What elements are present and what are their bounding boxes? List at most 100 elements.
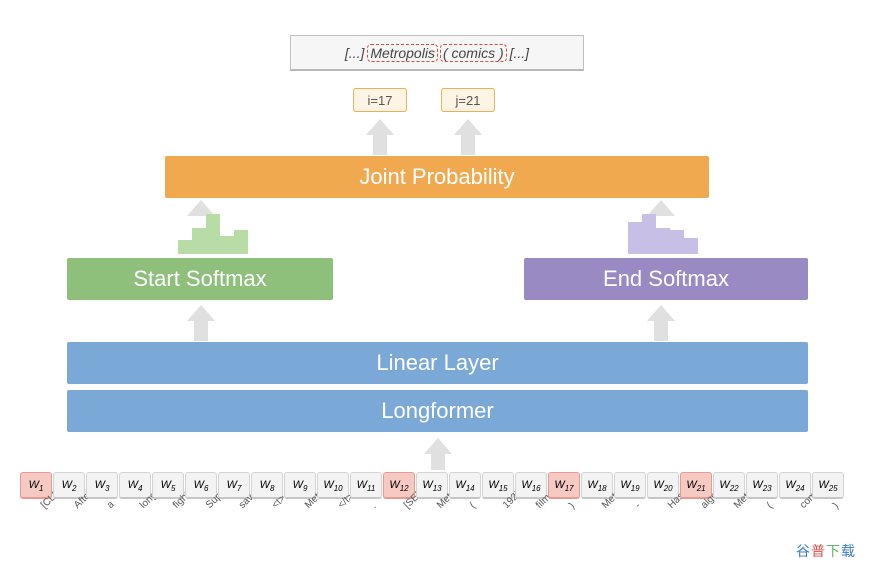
- token-box: W24comics: [779, 472, 811, 499]
- token-box: W14(: [449, 472, 481, 499]
- start-distribution-icon: [178, 210, 248, 254]
- histogram-bar: [642, 214, 656, 254]
- token-box: W6Superman: [185, 472, 217, 499]
- token-index: 24: [796, 484, 805, 493]
- token-box: W13Metropolis: [416, 472, 448, 499]
- token-symbol: W: [719, 479, 729, 491]
- watermark-text: 谷普下载: [796, 541, 856, 561]
- token-symbol: W: [422, 479, 432, 491]
- arrow-icon: [454, 119, 482, 135]
- token-index: 2: [72, 484, 76, 493]
- token-index: 20: [664, 484, 673, 493]
- end-distribution-icon: [628, 210, 698, 254]
- token-index: 4: [138, 484, 142, 493]
- arrow-icon: [187, 305, 215, 321]
- token-index: 18: [598, 484, 607, 493]
- arrow-stem: [654, 321, 668, 341]
- token-index: 9: [303, 484, 307, 493]
- token-word-label: (: [468, 501, 478, 511]
- histogram-bar: [220, 236, 234, 254]
- arrow-icon: [366, 119, 394, 135]
- token-box: W17): [548, 472, 580, 499]
- index-i-tag: i=17: [353, 88, 407, 112]
- histogram-bar: [670, 230, 684, 254]
- token-symbol: W: [62, 479, 72, 491]
- architecture-diagram: [...] Metropolis ( comics ) [...] i=17 j…: [0, 0, 874, 569]
- token-index: 15: [499, 484, 508, 493]
- index-j-tag: j=21: [441, 88, 495, 112]
- token-word-label: ): [567, 501, 577, 511]
- token-symbol: W: [686, 479, 696, 491]
- token-symbol: W: [227, 479, 237, 491]
- token-box: W12[SEP]: [383, 472, 415, 499]
- token-word-label: ): [831, 501, 841, 511]
- output-mention-2: ( comics ): [440, 44, 507, 62]
- histogram-bar: [656, 228, 670, 254]
- start-softmax-layer: Start Softmax: [67, 258, 333, 300]
- token-symbol: W: [587, 479, 597, 491]
- token-index: 10: [334, 484, 343, 493]
- token-box: W5fight: [152, 472, 184, 499]
- token-box: W21algorithm: [680, 472, 712, 499]
- token-index: 13: [433, 484, 442, 493]
- token-symbol: W: [128, 479, 138, 491]
- token-index: 21: [697, 484, 706, 493]
- token-word-label: .: [369, 501, 379, 511]
- token-symbol: W: [161, 479, 171, 491]
- token-box: W11.: [350, 472, 382, 499]
- token-symbol: W: [260, 479, 270, 491]
- histogram-bar: [192, 228, 206, 254]
- token-index: 7: [237, 484, 241, 493]
- token-index: 17: [565, 484, 574, 493]
- token-symbol: W: [620, 479, 630, 491]
- token-symbol: W: [389, 479, 399, 491]
- token-box: W18Metropolis: [581, 472, 613, 499]
- token-box: W3a: [86, 472, 118, 499]
- token-symbol: W: [488, 479, 498, 491]
- token-box: W9Metropolis: [284, 472, 316, 499]
- linear-layer: Linear Layer: [67, 342, 808, 384]
- token-box: W25): [812, 472, 844, 499]
- token-index: 6: [204, 484, 208, 493]
- token-box: W10</t>: [317, 472, 349, 499]
- token-word-label: -: [633, 501, 643, 511]
- token-box: W23(: [746, 472, 778, 499]
- output-suffix: [...]: [508, 45, 531, 61]
- token-word-label: (: [765, 501, 775, 511]
- output-sequence-box: [...] Metropolis ( comics ) [...]: [290, 35, 584, 71]
- output-mention-1: Metropolis: [367, 44, 438, 62]
- token-index: 11: [367, 484, 375, 493]
- output-prefix: [...]: [343, 45, 366, 61]
- token-box: W20Hasting: [647, 472, 679, 499]
- token-index: 25: [829, 484, 838, 493]
- token-symbol: W: [194, 479, 204, 491]
- histogram-bar: [206, 214, 220, 254]
- token-symbol: W: [29, 479, 39, 491]
- token-box: W19-: [614, 472, 646, 499]
- token-index: 16: [532, 484, 541, 493]
- token-box: W22Metropolis: [713, 472, 745, 499]
- token-symbol: W: [357, 479, 367, 491]
- arrow-stem: [431, 454, 445, 470]
- token-symbol: W: [785, 479, 795, 491]
- token-symbol: W: [653, 479, 663, 491]
- token-box: W1[CLS]: [20, 472, 52, 499]
- token-index: 1: [39, 484, 43, 493]
- token-index: 8: [270, 484, 274, 493]
- joint-probability-layer: Joint Probability: [165, 156, 709, 198]
- token-index: 23: [763, 484, 772, 493]
- arrow-stem: [373, 135, 387, 155]
- end-softmax-layer: End Softmax: [524, 258, 808, 300]
- token-box: W151927: [482, 472, 514, 499]
- token-row: W1[CLS]W2AfterW3aW4longW5fightW6Superman…: [20, 472, 864, 499]
- histogram-bar: [684, 238, 698, 254]
- token-word-label: a: [105, 499, 117, 511]
- token-box: W16film: [515, 472, 547, 499]
- token-symbol: W: [818, 479, 828, 491]
- token-symbol: W: [293, 479, 303, 491]
- token-symbol: W: [752, 479, 762, 491]
- histogram-bar: [178, 240, 192, 254]
- token-symbol: W: [521, 479, 531, 491]
- token-index: 3: [105, 484, 109, 493]
- token-index: 14: [466, 484, 475, 493]
